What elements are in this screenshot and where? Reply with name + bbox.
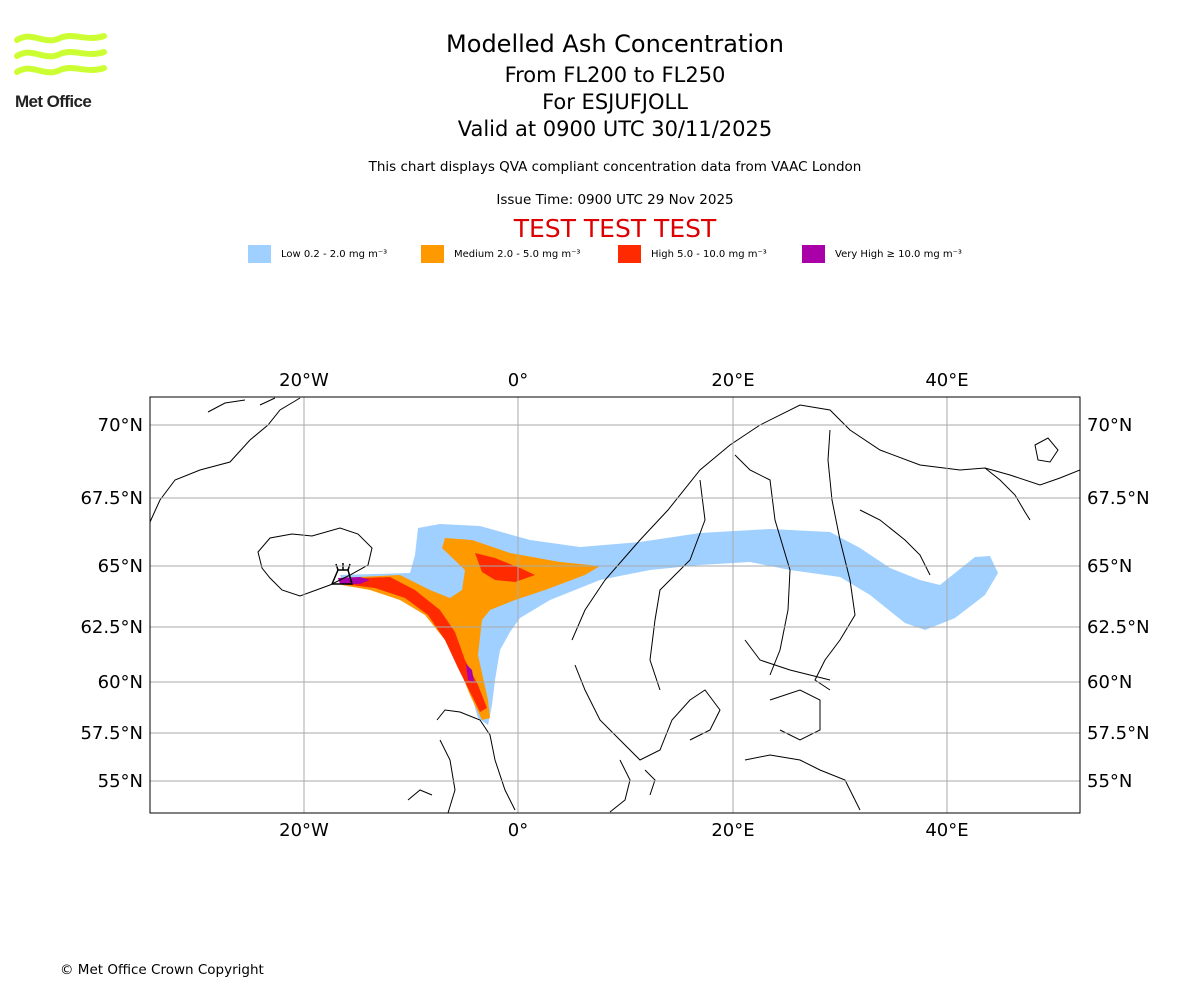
lat-tick-label-left: 67.5°N xyxy=(80,488,143,509)
coastline-scotland xyxy=(407,709,516,813)
ash-high-region xyxy=(338,577,487,712)
issue-time: Issue Time: 0900 UTC 29 Nov 2025 xyxy=(496,192,734,208)
coastline-baltic xyxy=(744,639,861,811)
met-office-logo: Met Office xyxy=(14,30,108,112)
ash-high-region-core xyxy=(475,553,535,582)
lat-tick-label-left: 70°N xyxy=(98,415,143,436)
ash-very-high-region xyxy=(338,577,370,584)
ash-very-high-region xyxy=(466,664,474,682)
logo-waves-icon xyxy=(14,33,107,76)
coastline-denmark xyxy=(609,759,656,813)
lon-tick-label-bottom: 40°E xyxy=(925,820,968,841)
lon-tick-label-bottom: 20°W xyxy=(279,820,329,841)
legend-item-high: High 5.0 - 10.0 mg m⁻³ xyxy=(618,244,767,264)
legend-swatch xyxy=(248,245,271,263)
lat-tick-label-left: 62.5°N xyxy=(80,617,143,638)
test-banner: TEST TEST TEST xyxy=(513,214,717,243)
lon-tick-label-top: 40°E xyxy=(925,370,968,391)
lat-tick-label-right: 70°N xyxy=(1087,415,1132,436)
lon-tick-label-top: 20°W xyxy=(279,370,329,391)
lat-tick-label-left: 55°N xyxy=(98,771,143,792)
coastline-kola xyxy=(984,437,1059,521)
legend-label: Very High ≥ 10.0 mg m⁻³ xyxy=(835,248,962,260)
lat-tick-label-right: 62.5°N xyxy=(1087,617,1150,638)
map-frame xyxy=(149,396,1081,814)
coastline-greenland xyxy=(150,397,301,523)
coastline-iceland xyxy=(257,527,373,597)
flight-level-range: From FL200 to FL250 xyxy=(504,63,726,87)
lat-tick-label-right: 60°N xyxy=(1087,672,1132,693)
lat-tick-label-right: 65°N xyxy=(1087,556,1132,577)
lat-tick-label-right: 67.5°N xyxy=(1087,488,1150,509)
lon-tick-label-top: 20°E xyxy=(711,370,754,391)
lat-tick-label-left: 65°N xyxy=(98,556,143,577)
coastline-finland-border xyxy=(649,454,791,691)
legend-swatch xyxy=(802,245,825,263)
lat-tick-label-left: 60°N xyxy=(98,672,143,693)
legend-label: Low 0.2 - 2.0 mg m⁻³ xyxy=(281,248,388,260)
valid-time: Valid at 0900 UTC 30/11/2025 xyxy=(457,117,773,141)
legend-item-low: Low 0.2 - 2.0 mg m⁻³ xyxy=(248,244,387,264)
chart-description: This chart displays QVA compliant concen… xyxy=(368,159,862,175)
legend-swatch xyxy=(421,245,444,263)
lat-tick-label-right: 55°N xyxy=(1087,771,1132,792)
legend-swatch xyxy=(618,245,641,263)
legend-label: High 5.0 - 10.0 mg m⁻³ xyxy=(651,248,767,260)
volcano-name: For ESJUFJOLL xyxy=(542,90,688,114)
legend-label: Medium 2.0 - 5.0 mg m⁻³ xyxy=(454,248,581,260)
ash-medium-region xyxy=(338,538,600,720)
legend-item-very-high: Very High ≥ 10.0 mg m⁻³ xyxy=(802,244,962,264)
copyright-notice: © Met Office Crown Copyright xyxy=(60,962,264,978)
logo-text: Met Office xyxy=(15,92,92,111)
lat-tick-label-right: 57.5°N xyxy=(1087,723,1150,744)
lon-tick-label-bottom: 0° xyxy=(508,820,528,841)
lon-tick-label-bottom: 20°E xyxy=(711,820,754,841)
chart-title: Modelled Ash Concentration xyxy=(446,30,784,58)
lon-tick-label-top: 0° xyxy=(508,370,528,391)
coastline-scandinavia xyxy=(571,404,1080,761)
legend-item-medium: Medium 2.0 - 5.0 mg m⁻³ xyxy=(421,244,580,264)
lat-tick-label-left: 57.5°N xyxy=(80,723,143,744)
